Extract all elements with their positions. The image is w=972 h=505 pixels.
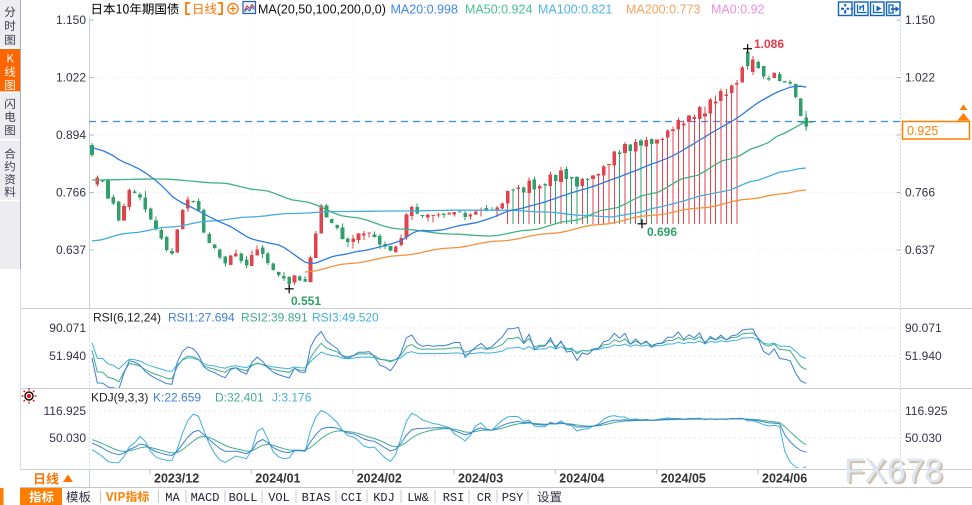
svg-text:PSY: PSY <box>502 491 524 505</box>
svg-text:2023/12: 2023/12 <box>154 472 199 486</box>
svg-text:1.086: 1.086 <box>754 37 784 51</box>
svg-text:RSI(6,12,24): RSI(6,12,24) <box>93 311 161 325</box>
svg-text:MA100:0.821: MA100:0.821 <box>538 3 612 17</box>
svg-text:MACD: MACD <box>191 491 220 505</box>
svg-text:MA(20,50,100,200,0,0): MA(20,50,100,200,0,0) <box>258 3 386 17</box>
svg-text:BOLL: BOLL <box>229 491 258 505</box>
svg-text:2024/01: 2024/01 <box>255 472 300 486</box>
svg-text:RSI2:39.891: RSI2:39.891 <box>241 311 308 325</box>
svg-text:LW&: LW& <box>407 491 429 505</box>
svg-text:VOL: VOL <box>268 491 290 505</box>
svg-text:116.925: 116.925 <box>905 404 948 418</box>
svg-text:50.030: 50.030 <box>49 431 86 445</box>
svg-text:RSI1:27.694: RSI1:27.694 <box>168 311 235 325</box>
svg-text:RSI3:49.520: RSI3:49.520 <box>312 311 379 325</box>
svg-text:0.766: 0.766 <box>905 186 935 200</box>
svg-text:0.551: 0.551 <box>291 294 321 308</box>
svg-text:90.071: 90.071 <box>49 321 86 335</box>
svg-text:MA200:0.773: MA200:0.773 <box>626 3 700 17</box>
svg-text:51.940: 51.940 <box>49 349 86 363</box>
svg-text:CR: CR <box>477 491 491 505</box>
svg-text:MA0:0.92: MA0:0.92 <box>711 3 765 17</box>
svg-text:0.925: 0.925 <box>907 124 938 138</box>
svg-text:2024/04: 2024/04 <box>559 472 604 486</box>
svg-text:90.071: 90.071 <box>905 321 942 335</box>
svg-text:51.940: 51.940 <box>905 349 942 363</box>
svg-text:2024/03: 2024/03 <box>458 472 503 486</box>
svg-text:FX678: FX678 <box>844 452 943 490</box>
svg-text:0.637: 0.637 <box>905 243 935 257</box>
svg-text:D:32.401: D:32.401 <box>215 391 264 405</box>
svg-text:0.766: 0.766 <box>56 186 86 200</box>
svg-text:0.894: 0.894 <box>56 128 86 142</box>
svg-text:MA50:0.924: MA50:0.924 <box>465 3 532 17</box>
svg-text:1.022: 1.022 <box>905 71 935 85</box>
svg-text:0.637: 0.637 <box>56 243 86 257</box>
svg-text:RSI: RSI <box>443 491 465 505</box>
svg-text:MA20:0.998: MA20:0.998 <box>391 3 458 17</box>
svg-text:FX678: FX678 <box>846 454 945 492</box>
svg-text:BIAS: BIAS <box>302 491 331 505</box>
svg-text:1.150: 1.150 <box>56 13 86 27</box>
svg-text:CCI: CCI <box>341 491 363 505</box>
svg-text:KDJ: KDJ <box>373 491 395 505</box>
svg-text:2024/02: 2024/02 <box>357 472 402 486</box>
svg-text:MA: MA <box>165 491 180 505</box>
svg-text:50.030: 50.030 <box>905 431 942 445</box>
svg-text:J:3.176: J:3.176 <box>272 391 312 405</box>
svg-text:1.022: 1.022 <box>56 71 86 85</box>
svg-text:0.696: 0.696 <box>647 225 677 239</box>
svg-text:1.150: 1.150 <box>905 13 935 27</box>
svg-text:KDJ(9,3,3): KDJ(9,3,3) <box>91 391 148 405</box>
svg-text:116.925: 116.925 <box>44 404 87 418</box>
svg-text:2024/06: 2024/06 <box>762 472 807 486</box>
svg-text:2024/05: 2024/05 <box>661 472 706 486</box>
svg-text:K:22.659: K:22.659 <box>153 391 201 405</box>
